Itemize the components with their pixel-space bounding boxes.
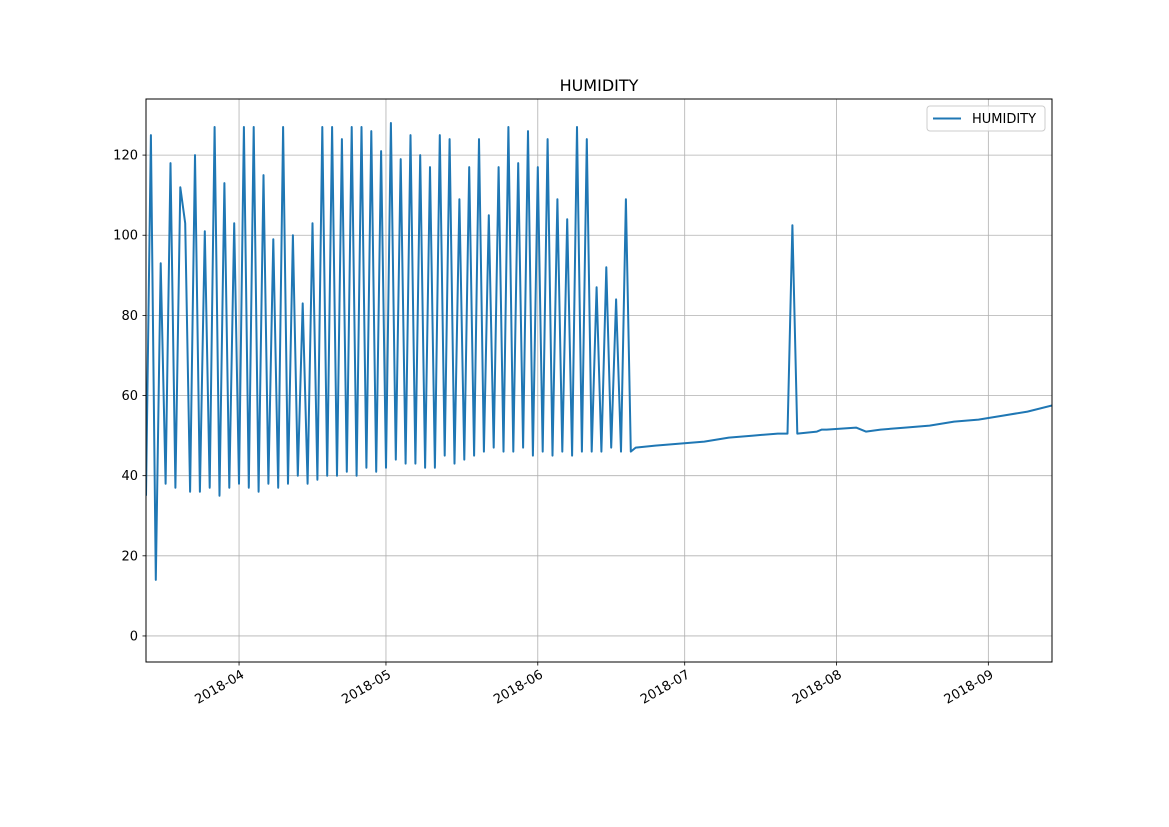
x-tick-label: 2018-04 — [192, 667, 247, 707]
x-tick-label: 2018-06 — [491, 667, 546, 707]
y-tick-label: 40 — [121, 469, 138, 484]
legend-label: HUMIDITY — [972, 112, 1036, 127]
y-tick-label: 60 — [121, 389, 138, 404]
y-tick-label: 0 — [130, 629, 138, 644]
y-tick-label: 120 — [113, 149, 138, 164]
y-tick-label: 20 — [121, 549, 138, 564]
y-tick-label: 100 — [113, 229, 138, 244]
y-axis: 0 20 40 60 80 100 120 — [113, 149, 146, 644]
x-axis: 2018-04 2018-05 2018-06 2018-07 2018-08 2018-… — [192, 662, 996, 708]
chart-title: HUMIDITY — [560, 76, 639, 95]
legend: HUMIDITY — [926, 105, 1046, 132]
x-tick-label: 2018-05 — [339, 667, 394, 707]
series-line-1 — [146, 122, 1052, 581]
plot-frame — [145, 98, 1053, 663]
x-tick-label: 2018-07 — [638, 667, 693, 707]
legend-box — [926, 105, 1046, 132]
y-tick-label: 80 — [121, 309, 138, 324]
series-layer — [146, 122, 1052, 581]
x-tick-label: 2018-09 — [942, 667, 997, 707]
x-tick-label: 2018-08 — [790, 667, 845, 707]
